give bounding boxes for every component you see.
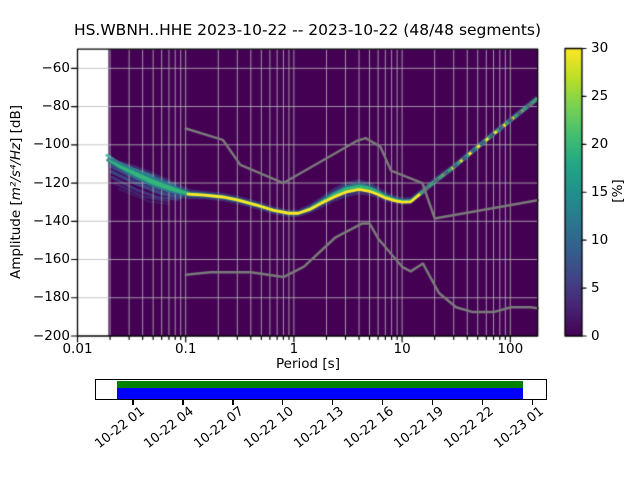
data-extent-strip-blue [117, 387, 523, 399]
colorbar-tick-label: 30 [591, 40, 609, 56]
timeline-tick [431, 400, 434, 405]
y-tick-label: −140 [32, 212, 70, 229]
timeline-tick [182, 400, 184, 405]
x-tick-label: 1 [289, 341, 299, 357]
colorbar-tick-label: 15 [591, 183, 609, 200]
timeline-tick [481, 400, 484, 405]
colorbar-tick-label: 0 [591, 327, 600, 344]
colorbar-tick-label: 10 [591, 231, 609, 248]
y-tick-label: −100 [32, 136, 70, 153]
y-tick-label: −60 [41, 59, 71, 76]
timeline-tick [531, 400, 534, 405]
plot-title: HS.WBNH..HHE 2023-10-22 -- 2023-10-22 (4… [73, 21, 542, 39]
y-tick-label: −160 [32, 251, 70, 268]
coverage-strip-green [117, 380, 523, 388]
timeline-tick [282, 400, 284, 405]
colorbar-label: [%] [610, 179, 626, 203]
timeline-tick [381, 400, 384, 405]
y-tick-label: −120 [32, 174, 70, 191]
x-tick-label: 10 [393, 341, 411, 357]
colorbar-tick-label: 25 [591, 87, 609, 104]
x-tick-label: 100 [497, 341, 524, 357]
timeline-tick [132, 400, 134, 405]
x-tick-label: 0.1 [174, 341, 197, 357]
y-axis-label: Amplitude [m²/s⁴/Hz] [dB] [8, 104, 24, 280]
colorbar-tick-label: 20 [591, 135, 609, 152]
x-axis-label: Period [s] [276, 356, 340, 372]
y-tick-label: −80 [41, 98, 71, 115]
colorbar-tick-label: 5 [591, 279, 600, 296]
y-tick-label: −180 [32, 289, 70, 306]
y-tick-label: −200 [32, 327, 70, 344]
x-tick-label: 0.01 [62, 341, 93, 357]
timeline-tick [332, 400, 334, 405]
timeline-tick [232, 400, 234, 405]
